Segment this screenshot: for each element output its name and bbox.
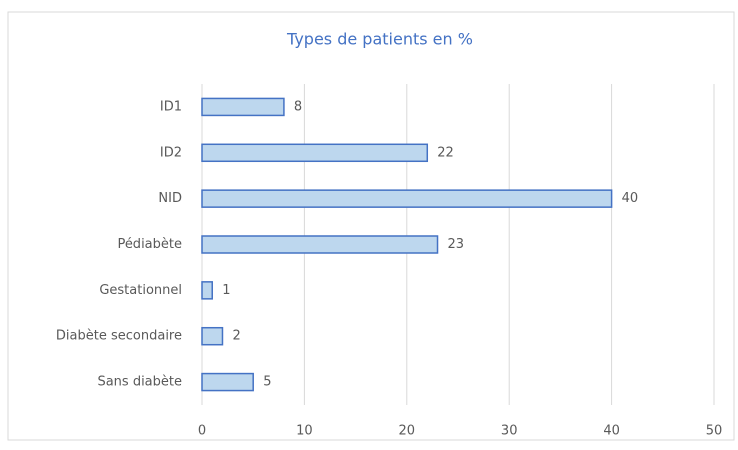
data-label: 2 bbox=[232, 329, 240, 344]
chart-title: Types de patients en % bbox=[286, 30, 473, 49]
bar bbox=[201, 372, 254, 392]
bar bbox=[201, 97, 285, 117]
data-label: 22 bbox=[437, 145, 454, 160]
bar bbox=[201, 326, 224, 346]
x-tick-label: 20 bbox=[399, 424, 416, 439]
chart-frame bbox=[7, 11, 735, 441]
bar bbox=[201, 235, 439, 254]
data-label: 23 bbox=[448, 237, 465, 252]
x-tick-label: 30 bbox=[501, 424, 518, 439]
y-tick-label: Gestationnel bbox=[99, 283, 182, 298]
y-tick-label: NID bbox=[158, 191, 182, 206]
bar bbox=[201, 281, 213, 300]
y-tick-label: Diabète secondaire bbox=[56, 329, 182, 344]
y-tick-label: ID2 bbox=[160, 145, 182, 160]
bar bbox=[201, 143, 429, 163]
data-label: 40 bbox=[622, 191, 639, 206]
x-tick-label: 50 bbox=[706, 424, 723, 439]
y-tick-label: Pédiabète bbox=[117, 237, 182, 252]
data-label: 8 bbox=[294, 99, 302, 114]
data-label: 1 bbox=[222, 283, 230, 298]
data-label: 5 bbox=[263, 375, 271, 390]
x-tick-label: 0 bbox=[198, 424, 206, 439]
y-tick-label: Sans diabète bbox=[97, 375, 182, 390]
y-tick-label: ID1 bbox=[160, 99, 182, 114]
x-tick-label: 40 bbox=[603, 424, 620, 439]
x-tick-label: 10 bbox=[296, 424, 313, 439]
bar bbox=[201, 189, 613, 208]
